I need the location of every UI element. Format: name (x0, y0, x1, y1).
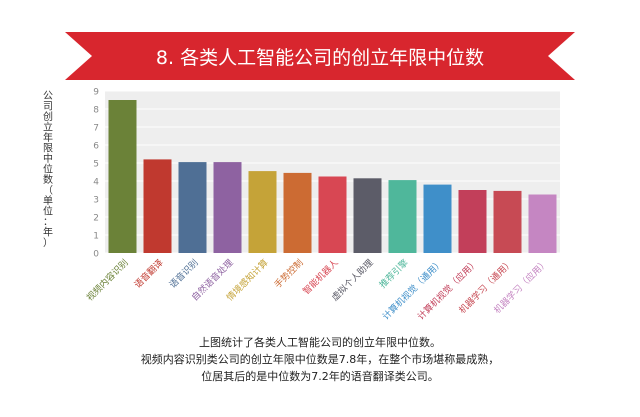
x-tick-label: 视频内容识别 (84, 257, 131, 304)
x-tick-label: 计算机视觉（通用） (380, 257, 446, 323)
bar-2 (143, 159, 172, 253)
bar-8 (353, 178, 382, 253)
bar-10 (423, 184, 452, 253)
caption-line: 上图统计了各类人工智能公司的创立年限中位数。 (199, 336, 441, 349)
y-axis-label: 公司创立年限中位数（单位：年） (43, 91, 53, 249)
x-tick-label: 手势控制 (272, 257, 306, 291)
bar-12 (493, 190, 522, 253)
y-tick-label: 7 (93, 124, 99, 134)
x-tick-label: 语音翻译 (132, 257, 166, 291)
title-banner-ribbon (65, 32, 575, 80)
bar-11 (458, 190, 487, 253)
x-tick-label: 计算机视觉（应用） (415, 257, 481, 323)
bar-1 (108, 100, 137, 253)
title-banner: 8. 各类人工智能公司的创立年限中位数 (65, 32, 575, 80)
y-tick-label: 6 (93, 142, 99, 152)
y-tick-label: 1 (93, 232, 99, 242)
y-tick-label: 3 (93, 196, 99, 206)
bar-9 (388, 180, 417, 253)
bar-6 (283, 172, 312, 253)
bar-7 (318, 176, 347, 253)
bar-5 (248, 171, 277, 253)
caption-line: 视频内容识别类公司的创立年限中位数是7.8年，在整个市场堪称最成熟， (140, 353, 500, 366)
bar-3 (178, 162, 207, 253)
x-tick-label: 推荐引擎 (377, 257, 411, 291)
y-tick-label: 2 (93, 214, 99, 224)
chart-caption: 上图统计了各类人工智能公司的创立年限中位数。 视频内容识别类公司的创立年限中位数… (0, 334, 640, 385)
y-tick-label: 0 (93, 250, 99, 260)
y-tick-label: 9 (93, 88, 99, 98)
bar-13 (528, 194, 557, 253)
y-tick-label: 5 (93, 160, 99, 170)
y-tick-label: 4 (93, 178, 99, 188)
y-tick-label: 8 (93, 106, 99, 116)
x-tick-label: 语音识别 (167, 257, 201, 291)
bar-4 (213, 162, 242, 253)
caption-line: 位居其后的是中位数为7.2年的语音翻译类公司。 (201, 370, 439, 383)
chart-title: 8. 各类人工智能公司的创立年限中位数 (156, 47, 484, 69)
